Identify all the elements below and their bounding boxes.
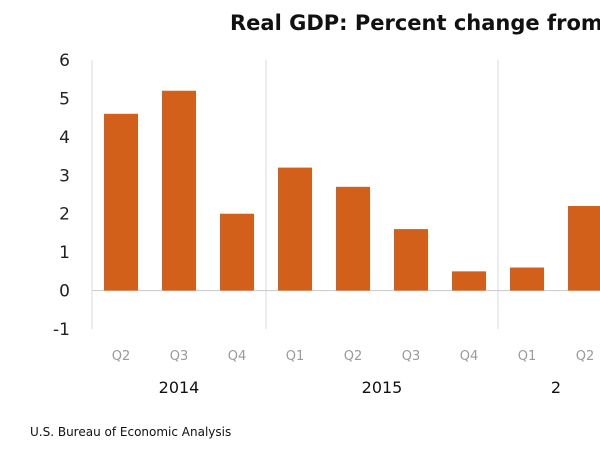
- x-tick-label: Q3: [402, 349, 421, 364]
- bar-1: [162, 90, 196, 291]
- y-axis-ticks: 6 5 4 3 2 1 0 -1: [53, 51, 70, 340]
- x-tick-label: Q3: [170, 349, 189, 364]
- bar-4: [336, 186, 370, 291]
- x-tick-label: Q4: [228, 349, 247, 364]
- year-dividers: [91, 60, 499, 329]
- x-tick-label: Q1: [518, 349, 537, 364]
- bar-2: [220, 213, 254, 291]
- source-note: U.S. Bureau of Economic Analysis: [30, 425, 231, 439]
- year-label: 2014: [159, 378, 200, 397]
- y-tick-label: 3: [59, 166, 70, 186]
- bar-5: [394, 229, 428, 291]
- bar-0: [104, 113, 138, 291]
- y-tick-label: 2: [59, 205, 70, 225]
- x-axis-year-labels: 2014 2015 2: [159, 378, 561, 397]
- year-label: 2: [551, 378, 561, 397]
- y-tick-label: -1: [53, 320, 70, 340]
- bar-8: [568, 206, 600, 291]
- chart-title: Real GDP: Percent change from: [230, 11, 600, 35]
- bar-3: [278, 167, 312, 291]
- x-tick-label: Q4: [460, 349, 479, 364]
- y-tick-label: 6: [59, 51, 70, 71]
- y-tick-label: 4: [59, 128, 70, 148]
- bar-series: [104, 90, 600, 291]
- year-label: 2015: [362, 378, 403, 397]
- x-axis-quarter-labels: Q2 Q3 Q4 Q1 Q2 Q3 Q4 Q1 Q2: [112, 349, 595, 364]
- x-tick-label: Q1: [286, 349, 305, 364]
- x-tick-label: Q2: [344, 349, 363, 364]
- bar-7: [510, 267, 544, 291]
- y-tick-label: 1: [59, 243, 70, 263]
- bar-6: [452, 271, 486, 291]
- y-tick-label: 0: [59, 282, 70, 302]
- x-tick-label: Q2: [576, 349, 595, 364]
- x-tick-label: Q2: [112, 349, 131, 364]
- y-tick-label: 5: [59, 89, 70, 109]
